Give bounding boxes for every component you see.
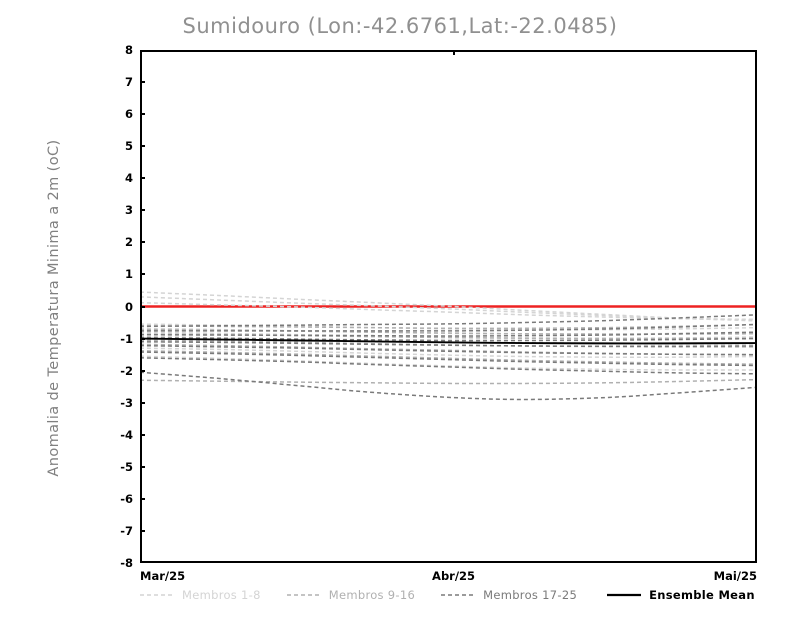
y-tick-label: 7 [124, 75, 133, 90]
legend-line-swatch [140, 590, 174, 600]
x-tick-mark [452, 50, 455, 55]
y-tick-label: 2 [124, 235, 133, 250]
y-tick-mark [140, 337, 145, 340]
legend-label: Membros 1-8 [182, 588, 261, 602]
series-line [140, 314, 757, 328]
y-tick-mark [140, 209, 145, 212]
y-tick-label: 0 [124, 299, 133, 314]
y-tick-mark [140, 177, 145, 180]
y-tick-mark [140, 497, 145, 500]
y-tick-mark [140, 433, 145, 436]
y-tick-mark [140, 273, 145, 276]
series-line [140, 337, 757, 345]
y-tick-label: 4 [124, 171, 133, 186]
y-tick-label: -3 [120, 395, 133, 410]
legend-line-swatch [607, 590, 642, 600]
legend-line-swatch [286, 590, 321, 600]
x-tick-label: Mar/25 [140, 569, 186, 583]
y-tick-label: -4 [120, 427, 133, 442]
plot-frame [140, 50, 757, 563]
x-tick-label: Mai/25 [713, 569, 757, 583]
series-line [140, 347, 757, 358]
y-tick-label: -8 [120, 556, 133, 570]
legend-membros-1-8[interactable]: Membros 1-8 [140, 588, 261, 602]
series-line [140, 355, 757, 371]
y-tick-mark [140, 81, 145, 84]
series-line [140, 296, 757, 321]
y-tick-mark [140, 145, 145, 148]
legend-membros-17-25[interactable]: Membros 17-25 [441, 588, 577, 602]
y-tick-label: -2 [120, 363, 133, 378]
y-tick-mark [140, 369, 145, 372]
series-line [140, 350, 757, 365]
y-axis-label: Anomalia de Temperatura Minima a 2m (oC) [46, 139, 62, 477]
y-tick-mark [140, 401, 145, 404]
y-tick-label: 1 [124, 267, 133, 282]
y-tick-label: -5 [120, 459, 133, 474]
y-tick-label: 6 [124, 107, 133, 122]
y-tick-label: -7 [120, 523, 133, 538]
series-line [140, 357, 757, 375]
series-line [140, 351, 757, 367]
legend-membros-9-16[interactable]: Membros 9-16 [286, 588, 416, 602]
series-line [140, 344, 757, 356]
chart-title: Sumidouro (Lon:-42.6761,Lat:-22.0485) [182, 14, 618, 38]
y-tick-mark [140, 465, 145, 468]
series-line [140, 331, 757, 337]
series-line [140, 371, 757, 401]
y-tick-mark [140, 529, 145, 532]
y-tick-mark [140, 241, 145, 244]
legend-label: Membros 17-25 [483, 588, 578, 602]
series-line [140, 323, 757, 330]
plot-area: 8 7 6 5 4 3 2 1 0 -1 -2 -3 -4 -5 -6 -7 -8 Mar/25 Abr/25 Ma… [120, 43, 757, 583]
y-tick-label: 3 [124, 203, 133, 218]
y-tick-label: -1 [120, 331, 133, 346]
y-tick-label: -6 [120, 491, 133, 506]
series-line [140, 323, 757, 332]
y-tick-mark [140, 113, 145, 116]
legend-label: Membros 9-16 [328, 588, 416, 602]
legend-line-swatch [441, 590, 476, 600]
y-tick-label: 8 [124, 43, 133, 57]
legend-label: Ensemble Mean [649, 588, 755, 602]
chart-legend: Membros 1-8 Membros 9-16 Membros 17-25 Ense… [140, 586, 760, 604]
series-line [140, 337, 757, 342]
legend-ensemble-mean[interactable]: Ensemble Mean [607, 588, 755, 602]
series-line [140, 341, 757, 348]
data-lines-layer [140, 291, 757, 401]
y-tick-mark [140, 305, 145, 308]
y-tick-label: 5 [124, 139, 133, 154]
x-tick-label: Abr/25 [432, 569, 476, 583]
